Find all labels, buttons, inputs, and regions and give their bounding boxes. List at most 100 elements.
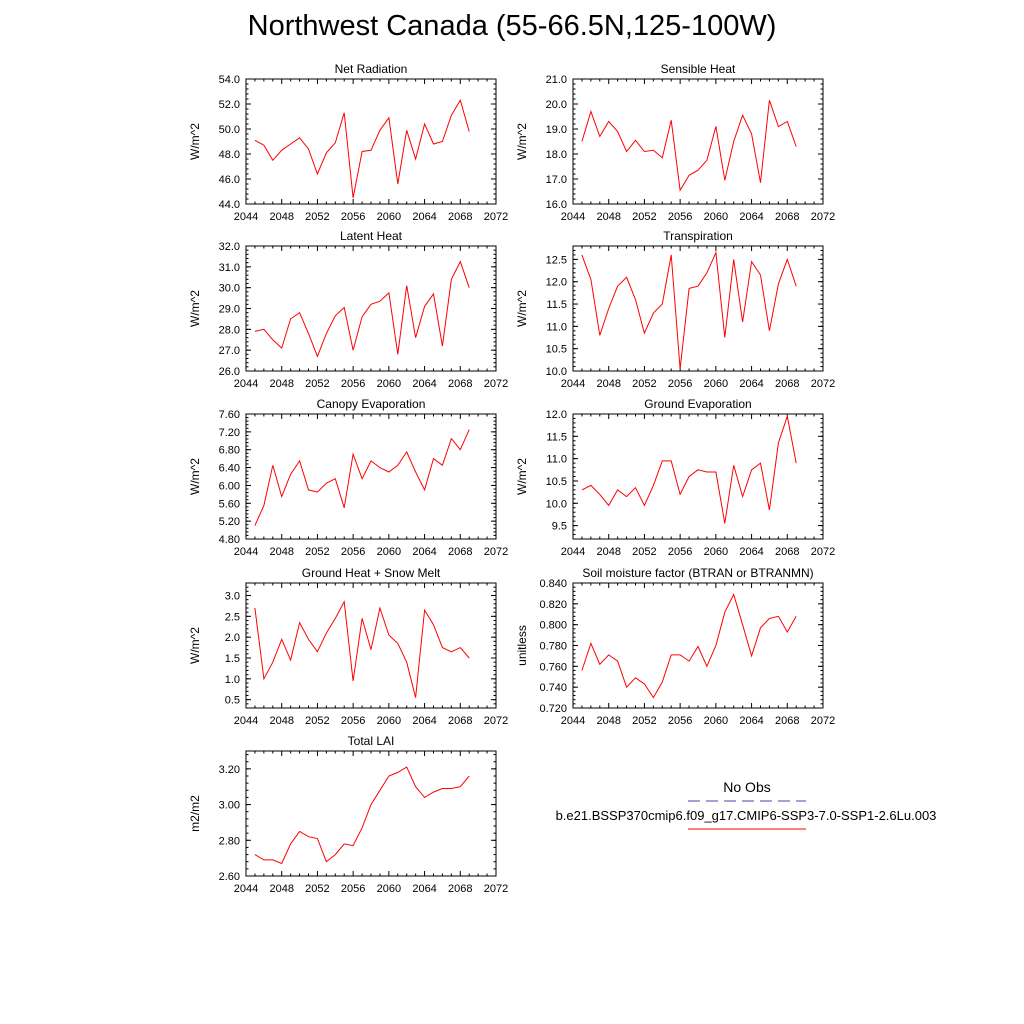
y-tick-label: 17.0 <box>546 174 567 186</box>
y-tick-label: 27.0 <box>219 345 240 357</box>
chart-title: Transpiration <box>663 229 733 243</box>
x-tick-label: 2068 <box>775 378 799 390</box>
y-axis-label: m2/m2 <box>188 795 202 832</box>
chart-panel: Latent Heat W/m^2 2044 2048 2052 2056 2060 2064… <box>188 229 508 390</box>
y-axis-label: W/m^2 <box>515 123 529 160</box>
x-tick-label: 2048 <box>269 715 293 727</box>
y-tick-label: 5.20 <box>219 516 240 528</box>
chart-panel: Net Radiation W/m^2 2044 2048 2052 2056 2060 20… <box>188 62 508 223</box>
y-tick-label: 11.0 <box>546 321 567 333</box>
series-line <box>254 260 470 358</box>
y-axis-label: W/m^2 <box>188 290 202 327</box>
x-tick-label: 2072 <box>484 378 508 390</box>
y-tick-label: 2.0 <box>225 632 240 644</box>
x-tick-label: 2060 <box>377 883 401 895</box>
y-tick-label: 0.740 <box>539 682 567 694</box>
x-tick-label: 2048 <box>596 378 620 390</box>
x-tick-label: 2056 <box>668 378 692 390</box>
x-tick-label: 2048 <box>596 211 620 223</box>
series-line <box>254 766 470 865</box>
y-tick-label: 4.80 <box>219 534 240 546</box>
x-tick-label: 2048 <box>269 883 293 895</box>
x-tick-label: 2048 <box>269 546 293 558</box>
x-tick-label: 2048 <box>269 378 293 390</box>
x-tick-label: 2072 <box>811 546 835 558</box>
y-axis-label: W/m^2 <box>515 458 529 495</box>
chart-title: Ground Heat + Snow Melt <box>302 566 441 580</box>
chart-title: Net Radiation <box>335 62 408 76</box>
y-tick-label: 12.0 <box>546 409 567 421</box>
x-tick-label: 2060 <box>377 378 401 390</box>
chart-title: Ground Evaporation <box>644 397 751 411</box>
series-line <box>581 250 797 369</box>
y-tick-label: 29.0 <box>219 304 240 316</box>
legend: No Obs b.e21.BSSP370cmip6.f09_g17.CMIP6-… <box>556 779 936 830</box>
plot-frame <box>245 78 497 205</box>
x-tick-label: 2068 <box>448 883 472 895</box>
x-tick-label: 2056 <box>668 715 692 727</box>
y-tick-label: 28.0 <box>219 324 240 336</box>
y-axis-label: W/m^2 <box>515 290 529 327</box>
x-tick-label: 2056 <box>341 546 365 558</box>
chart-title: Latent Heat <box>340 229 403 243</box>
y-tick-label: 2.5 <box>225 611 240 623</box>
x-tick-label: 2072 <box>811 211 835 223</box>
series-line <box>254 429 470 526</box>
plot-frame <box>245 750 497 877</box>
y-tick-label: 16.0 <box>546 199 567 211</box>
chart-panel: Ground Evaporation W/m^2 2044 2048 2052 2056 2… <box>515 397 835 558</box>
x-tick-label: 2064 <box>739 546 763 558</box>
x-tick-label: 2048 <box>596 546 620 558</box>
x-tick-label: 2060 <box>704 546 728 558</box>
x-tick-label: 2044 <box>561 546 585 558</box>
y-tick-label: 12.5 <box>546 254 567 266</box>
y-tick-label: 19.0 <box>546 124 567 136</box>
x-tick-label: 2064 <box>739 211 763 223</box>
y-axis-label: W/m^2 <box>188 458 202 495</box>
y-tick-label: 18.0 <box>546 149 567 161</box>
x-tick-label: 2052 <box>305 715 329 727</box>
chart-panel: Soil moisture factor (BTRAN or BTRANMN) u… <box>515 566 835 727</box>
y-tick-label: 7.20 <box>219 427 240 439</box>
y-tick-label: 0.800 <box>539 620 567 632</box>
y-axis-label: W/m^2 <box>188 123 202 160</box>
plot-frame <box>245 413 497 540</box>
y-tick-label: 9.5 <box>552 521 567 533</box>
y-tick-label: 0.820 <box>539 599 567 611</box>
series-line <box>581 100 797 192</box>
x-tick-label: 2044 <box>234 211 258 223</box>
chart-panel: Sensible Heat W/m^2 2044 2048 2052 2056 2060 20… <box>515 62 835 223</box>
x-tick-label: 2052 <box>305 883 329 895</box>
x-tick-label: 2072 <box>484 715 508 727</box>
x-tick-label: 2052 <box>632 715 656 727</box>
plot-frame <box>572 78 824 205</box>
plot-frame <box>572 413 824 540</box>
y-tick-label: 0.780 <box>539 641 567 653</box>
y-tick-label: 10.0 <box>546 498 567 510</box>
plot-frame <box>572 582 824 709</box>
y-tick-label: 6.00 <box>219 480 240 492</box>
x-tick-label: 2060 <box>704 378 728 390</box>
figure-title: Northwest Canada (55-66.5N,125-100W) <box>247 10 777 42</box>
legend-obs-label: No Obs <box>723 779 770 795</box>
y-axis-label: unitless <box>515 625 529 666</box>
x-tick-label: 2044 <box>561 211 585 223</box>
y-tick-label: 6.80 <box>219 445 240 457</box>
x-tick-label: 2052 <box>305 378 329 390</box>
x-tick-label: 2064 <box>739 715 763 727</box>
x-tick-label: 2052 <box>305 546 329 558</box>
x-tick-label: 2048 <box>596 715 620 727</box>
x-tick-label: 2064 <box>412 546 436 558</box>
x-tick-label: 2064 <box>412 211 436 223</box>
x-tick-label: 2044 <box>234 378 258 390</box>
y-tick-label: 11.5 <box>546 299 567 311</box>
x-tick-label: 2060 <box>377 211 401 223</box>
x-tick-label: 2064 <box>412 883 436 895</box>
x-tick-label: 2052 <box>305 211 329 223</box>
y-tick-label: 52.0 <box>219 99 240 111</box>
y-tick-label: 2.60 <box>219 871 240 883</box>
x-tick-label: 2044 <box>561 715 585 727</box>
chart-title: Sensible Heat <box>661 62 736 76</box>
y-tick-label: 7.60 <box>219 409 240 421</box>
